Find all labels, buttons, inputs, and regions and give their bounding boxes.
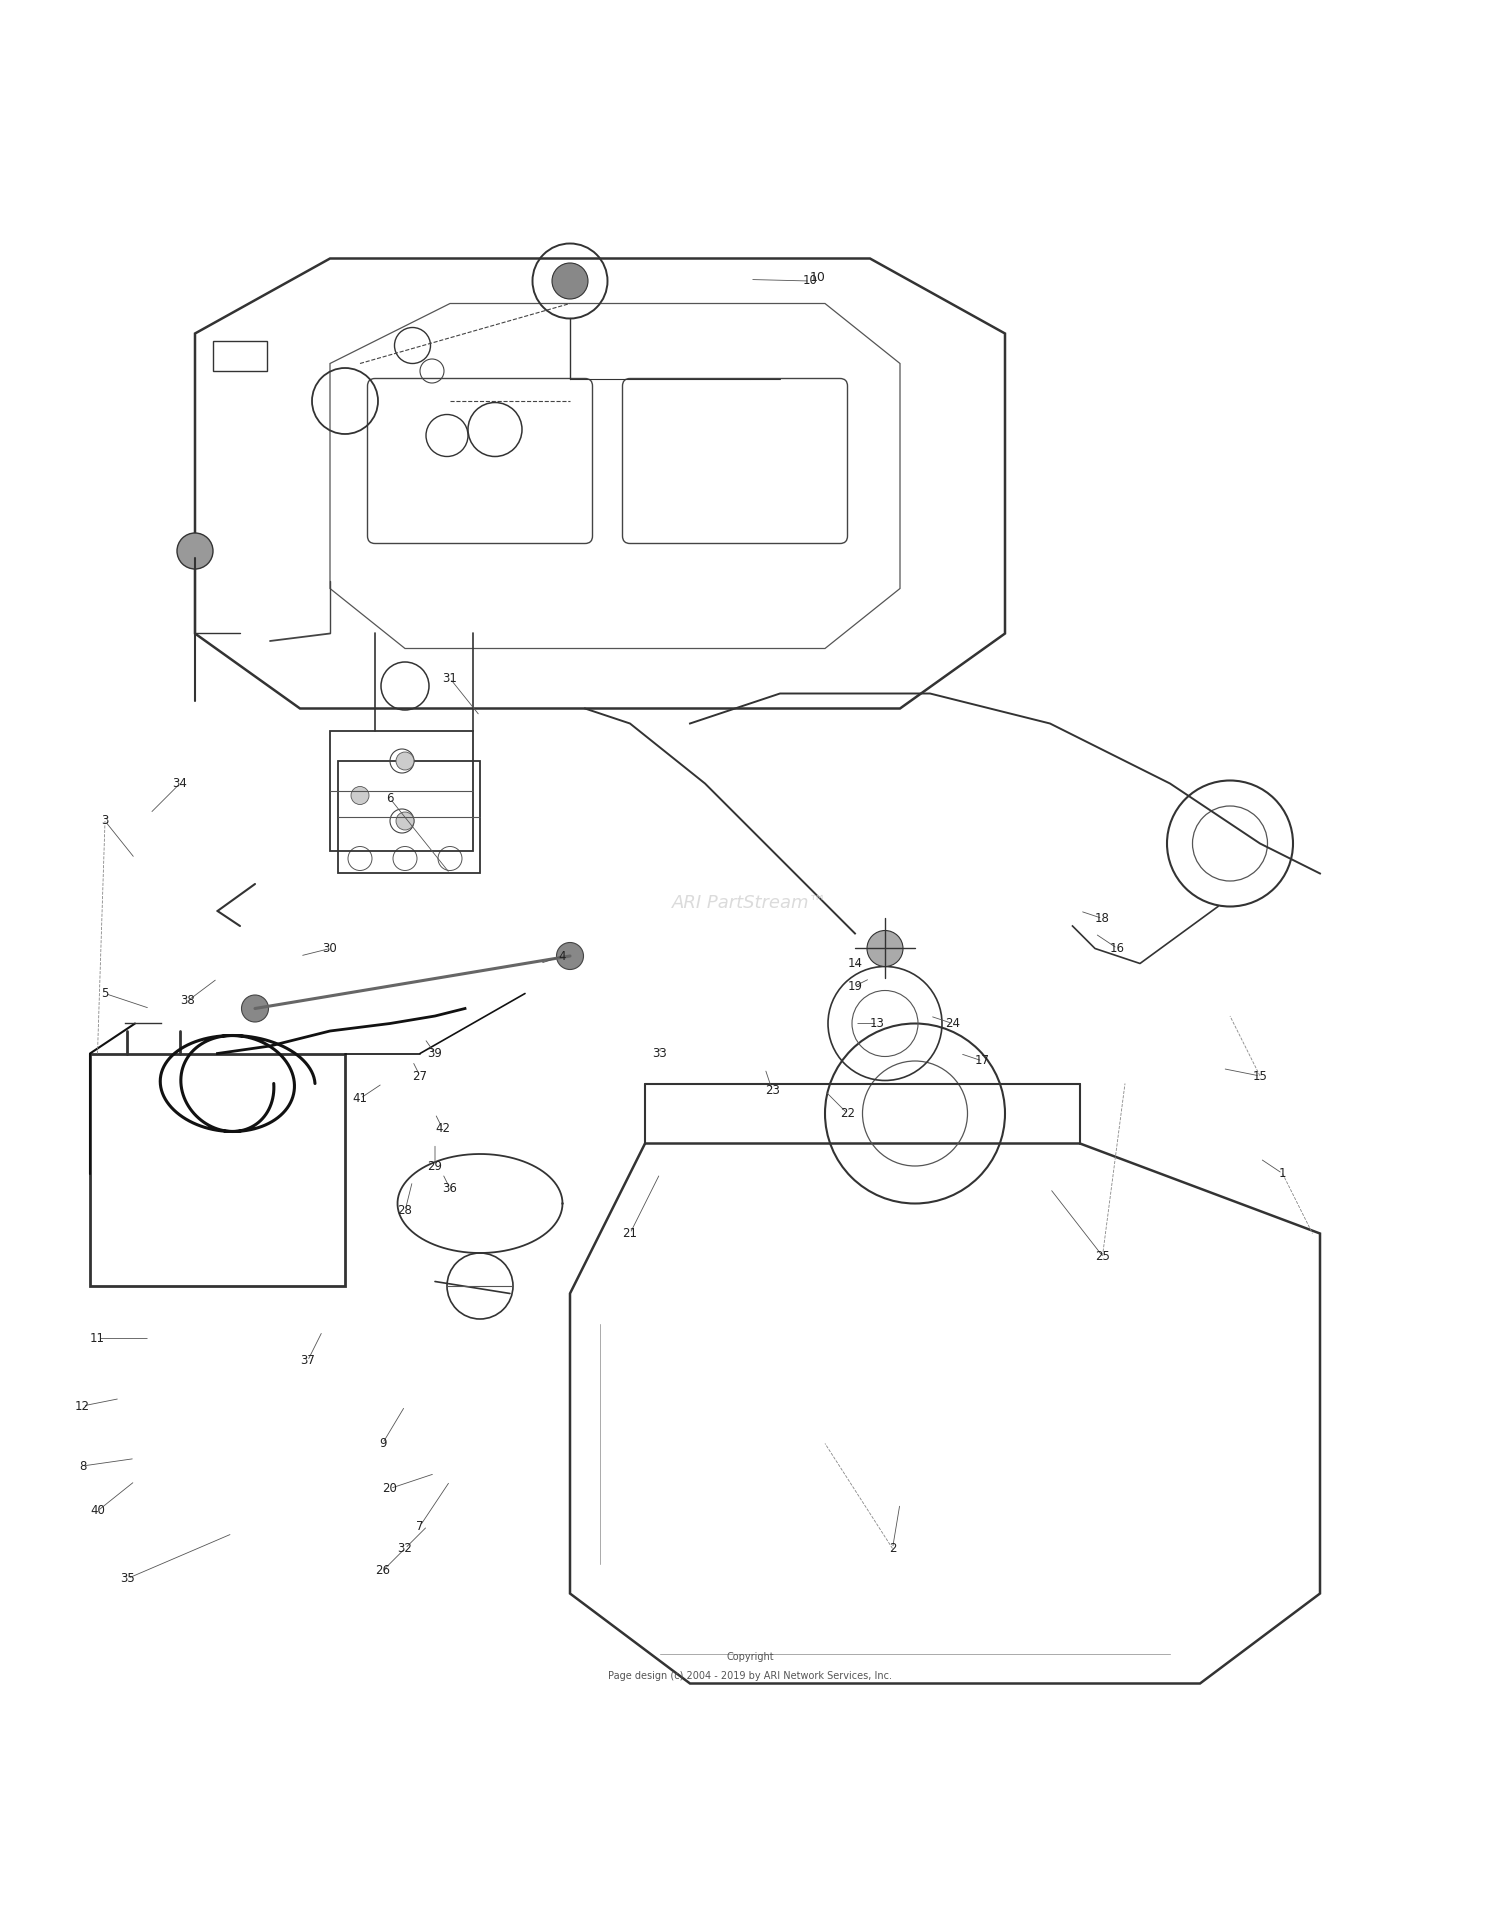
Text: 21: 21 [622, 1227, 638, 1239]
Text: 3: 3 [102, 815, 108, 827]
Text: 30: 30 [322, 942, 338, 956]
Text: 18: 18 [1095, 911, 1110, 925]
Text: 32: 32 [398, 1542, 412, 1555]
Text: 25: 25 [1095, 1249, 1110, 1262]
Text: 1: 1 [1278, 1168, 1286, 1179]
Text: 34: 34 [172, 777, 188, 790]
Text: 17: 17 [975, 1054, 990, 1068]
Circle shape [351, 786, 369, 804]
Text: 33: 33 [652, 1046, 668, 1060]
Circle shape [177, 534, 213, 568]
Text: Copyright: Copyright [726, 1651, 774, 1661]
Text: 13: 13 [870, 1017, 885, 1031]
Text: 31: 31 [442, 673, 458, 684]
Text: 23: 23 [765, 1085, 780, 1098]
Circle shape [867, 931, 903, 967]
Text: 10: 10 [802, 274, 818, 287]
Text: 24: 24 [945, 1017, 960, 1031]
Text: 11: 11 [90, 1332, 105, 1345]
Circle shape [556, 942, 584, 969]
Text: 26: 26 [375, 1565, 390, 1578]
Text: 4: 4 [558, 950, 567, 962]
Text: 19: 19 [847, 979, 862, 992]
Text: 37: 37 [300, 1355, 315, 1368]
Circle shape [396, 752, 414, 771]
Text: 16: 16 [1110, 942, 1125, 956]
Text: 22: 22 [840, 1106, 855, 1120]
Text: 2: 2 [888, 1542, 897, 1555]
Circle shape [552, 262, 588, 299]
Circle shape [396, 811, 414, 831]
Text: 20: 20 [382, 1482, 398, 1495]
Text: 7: 7 [417, 1520, 424, 1532]
Text: 41: 41 [352, 1093, 368, 1104]
Text: 12: 12 [75, 1399, 90, 1412]
Text: 38: 38 [180, 994, 195, 1008]
Text: 14: 14 [847, 958, 862, 969]
Text: 6: 6 [387, 792, 393, 805]
Text: 42: 42 [435, 1122, 450, 1135]
Text: 40: 40 [90, 1505, 105, 1517]
Text: 39: 39 [427, 1046, 442, 1060]
Text: 9: 9 [378, 1438, 387, 1449]
Text: 35: 35 [120, 1572, 135, 1586]
Text: 36: 36 [442, 1181, 458, 1195]
Text: 28: 28 [398, 1204, 412, 1218]
Text: 5: 5 [102, 987, 108, 1000]
Text: 10: 10 [810, 272, 826, 285]
Text: ARI PartStream™: ARI PartStream™ [672, 894, 828, 913]
Text: 27: 27 [413, 1069, 428, 1083]
Circle shape [242, 994, 268, 1021]
Text: Page design (c) 2004 - 2019 by ARI Network Services, Inc.: Page design (c) 2004 - 2019 by ARI Netwo… [608, 1671, 892, 1680]
Text: 29: 29 [427, 1160, 442, 1172]
Text: 15: 15 [1252, 1069, 1268, 1083]
Text: 8: 8 [80, 1459, 86, 1472]
